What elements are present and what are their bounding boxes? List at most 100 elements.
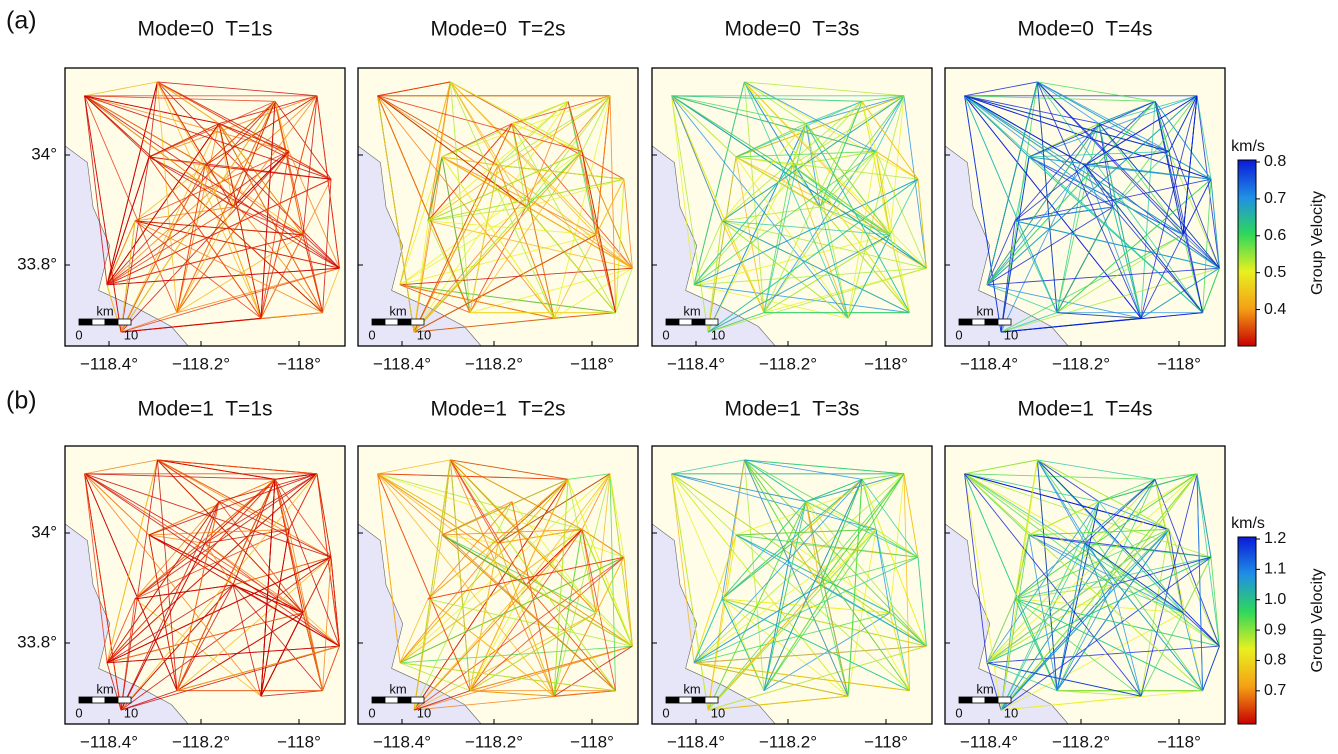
ray-path bbox=[744, 81, 891, 236]
ray-path bbox=[553, 529, 583, 697]
ray-path bbox=[986, 165, 1086, 286]
scale-unit: km bbox=[976, 681, 993, 696]
ray-path bbox=[176, 165, 206, 313]
map-panel bbox=[64, 445, 346, 725]
ray-path bbox=[1084, 543, 1142, 697]
ray-path bbox=[1014, 598, 1058, 691]
ray-path bbox=[302, 234, 340, 269]
ray-path bbox=[134, 206, 234, 222]
ray-path bbox=[1037, 459, 1170, 530]
ray-path bbox=[763, 234, 891, 314]
ray-path bbox=[567, 101, 583, 152]
ray-path bbox=[469, 645, 633, 692]
ray-path bbox=[721, 123, 807, 222]
ray-path bbox=[986, 81, 1038, 285]
scale-segment bbox=[78, 696, 93, 704]
ray-path bbox=[964, 95, 1170, 152]
ray-path bbox=[1112, 151, 1170, 208]
ray-path bbox=[120, 312, 178, 333]
ray-path bbox=[427, 150, 583, 222]
ray-path bbox=[204, 164, 304, 236]
ray-path bbox=[805, 123, 891, 236]
ray-path bbox=[964, 473, 1002, 711]
ray-path bbox=[450, 459, 583, 530]
ray-path bbox=[819, 529, 877, 586]
ray-path bbox=[693, 556, 919, 664]
ray-path bbox=[805, 123, 910, 313]
ray-path bbox=[232, 584, 304, 614]
x-tick-label: −118° bbox=[1157, 354, 1201, 373]
ray-path bbox=[623, 557, 633, 647]
ray-path bbox=[875, 529, 919, 558]
ray-path bbox=[1056, 165, 1086, 313]
ray-path bbox=[875, 529, 911, 691]
ray-path bbox=[427, 501, 513, 600]
ray-path bbox=[525, 206, 616, 313]
ray-path bbox=[176, 479, 276, 691]
ray-path bbox=[449, 81, 555, 319]
ray-path bbox=[744, 81, 821, 208]
scale-tick: 0 bbox=[75, 327, 82, 342]
ray-path bbox=[106, 81, 158, 285]
ray-path bbox=[986, 101, 1156, 286]
ray-path bbox=[707, 123, 807, 333]
scale-tick: 10 bbox=[417, 705, 431, 720]
ray-path bbox=[693, 479, 863, 664]
panel-frame bbox=[944, 67, 1226, 347]
panel-title: Mode=0 T=3s bbox=[724, 18, 859, 41]
ray-path bbox=[721, 220, 765, 313]
scale-segment bbox=[691, 318, 706, 326]
ray-path bbox=[986, 95, 1198, 286]
ray-path bbox=[413, 165, 499, 333]
scale-segment bbox=[104, 318, 119, 326]
map-panel bbox=[651, 67, 933, 347]
ray-path bbox=[1084, 543, 1203, 691]
colorbar-tick-label: 1.2 bbox=[1264, 530, 1286, 547]
ray-path bbox=[134, 542, 206, 600]
ray-path bbox=[469, 612, 597, 692]
ray-path bbox=[157, 81, 318, 97]
ray-path bbox=[427, 81, 451, 221]
ray-path bbox=[964, 95, 1058, 313]
ray-path bbox=[1056, 543, 1086, 691]
ray-path bbox=[120, 459, 158, 711]
map-panel bbox=[944, 445, 1226, 725]
ray-path bbox=[819, 473, 905, 586]
ray-path bbox=[721, 598, 927, 647]
ray-path bbox=[1028, 156, 1212, 180]
colorbar-tick-label: 0.6 bbox=[1264, 227, 1286, 244]
ray-path bbox=[120, 556, 332, 711]
ray-path bbox=[693, 151, 877, 286]
ray-path bbox=[1154, 473, 1198, 480]
ray-path bbox=[156, 459, 178, 691]
ray-path bbox=[106, 178, 332, 286]
ray-path bbox=[106, 473, 318, 664]
ray-path bbox=[707, 459, 745, 711]
ray-path bbox=[1056, 312, 1142, 319]
ray-path bbox=[721, 542, 793, 600]
ray-path bbox=[1036, 81, 1142, 319]
ray-path bbox=[148, 478, 276, 536]
ray-path bbox=[693, 645, 927, 664]
scale-tick: 10 bbox=[1004, 327, 1018, 342]
ray-path bbox=[450, 81, 597, 236]
ray-path bbox=[469, 473, 611, 691]
ray-path bbox=[1037, 459, 1114, 586]
ray-path bbox=[609, 473, 617, 691]
scale-tick: 10 bbox=[124, 705, 138, 720]
ray-path bbox=[204, 501, 220, 544]
ray-path bbox=[399, 556, 625, 664]
ray-path bbox=[218, 123, 234, 208]
x-tick-label: −118.2° bbox=[172, 354, 230, 373]
ray-path bbox=[671, 95, 807, 125]
ray-path bbox=[120, 101, 276, 333]
ray-path bbox=[157, 81, 332, 180]
scale-tick: 10 bbox=[124, 327, 138, 342]
ray-path bbox=[805, 501, 821, 586]
ray-path bbox=[84, 473, 122, 711]
ray-path bbox=[441, 478, 569, 536]
ray-path bbox=[1202, 268, 1220, 313]
x-tick-label: −118° bbox=[864, 732, 908, 751]
ray-path bbox=[1140, 267, 1220, 319]
ray-path bbox=[134, 220, 323, 314]
